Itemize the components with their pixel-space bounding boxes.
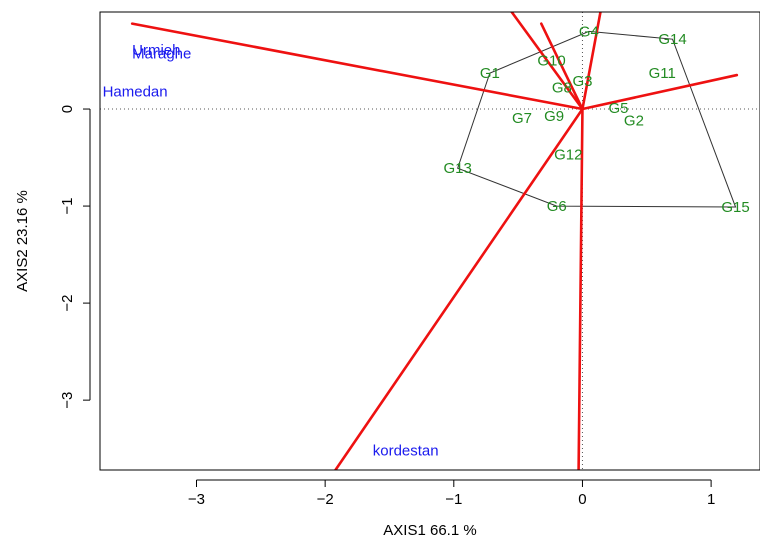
y-tick-label: 0 xyxy=(59,105,76,113)
x-tick-label: −3 xyxy=(188,491,205,508)
ray-line-2 xyxy=(510,12,584,111)
genotype-label-g3: G3 xyxy=(572,73,592,90)
genotype-label-g6: G6 xyxy=(547,198,567,215)
genotype-label-g4: G4 xyxy=(579,23,599,40)
hull-polygon xyxy=(457,30,737,208)
plot-frame xyxy=(99,11,760,471)
genotype-label-g15: G15 xyxy=(721,199,749,216)
genotype-label-g11: G11 xyxy=(649,65,676,82)
genotype-label-g14: G14 xyxy=(658,31,686,48)
y-tick-label: −1 xyxy=(59,198,76,215)
genotype-label-g10: G10 xyxy=(537,53,565,70)
ray-line-5 xyxy=(334,107,584,470)
x-tick-label: −2 xyxy=(317,491,334,508)
y-axis: −3 −2 −1 0 xyxy=(59,105,91,409)
environment-label-kordestan: kordestan xyxy=(373,443,439,460)
polygon-hull xyxy=(457,30,737,208)
x-tick-label: 0 xyxy=(578,491,586,508)
genotype-label-g5: G5 xyxy=(608,100,628,117)
genotype-labels: G1 G2 G3 G4 G5 G6 G7 G8 G9 G10 G11 G12 G13 G14 G15 xyxy=(443,23,749,216)
y-tick-label: −2 xyxy=(59,295,76,312)
genotype-label-g9: G9 xyxy=(544,108,564,125)
environment-label-hamedan: Hamedan xyxy=(103,84,168,101)
genotype-label-g1: G1 xyxy=(480,65,500,82)
environment-label-maraghe: Maraghe xyxy=(132,46,191,63)
x-tick-label: −1 xyxy=(445,491,462,508)
ray-line-1 xyxy=(130,22,584,111)
genotype-label-g12: G12 xyxy=(554,147,582,164)
polygon-rays xyxy=(130,12,739,470)
x-tick-label: 1 xyxy=(707,491,715,508)
reference-lines xyxy=(100,12,760,470)
environment-label-urmieh: Urmieh xyxy=(132,42,180,59)
x-axis: −3 −2 −1 0 1 xyxy=(188,479,715,508)
ray-line-4 xyxy=(581,73,739,111)
genotype-label-g2: G2 xyxy=(624,113,644,130)
y-axis-title: AXIS2 23.16 % xyxy=(14,190,31,292)
genotype-label-g7: G7 xyxy=(512,110,532,127)
x-axis-title: AXIS1 66.1 % xyxy=(383,522,476,539)
genotype-label-g13: G13 xyxy=(443,160,471,177)
ray-line-3 xyxy=(581,12,602,111)
y-tick-label: −3 xyxy=(59,392,76,409)
genotype-label-g8: G8 xyxy=(552,80,572,97)
ray-line-7 xyxy=(539,22,584,111)
ray-line-6 xyxy=(577,107,584,470)
